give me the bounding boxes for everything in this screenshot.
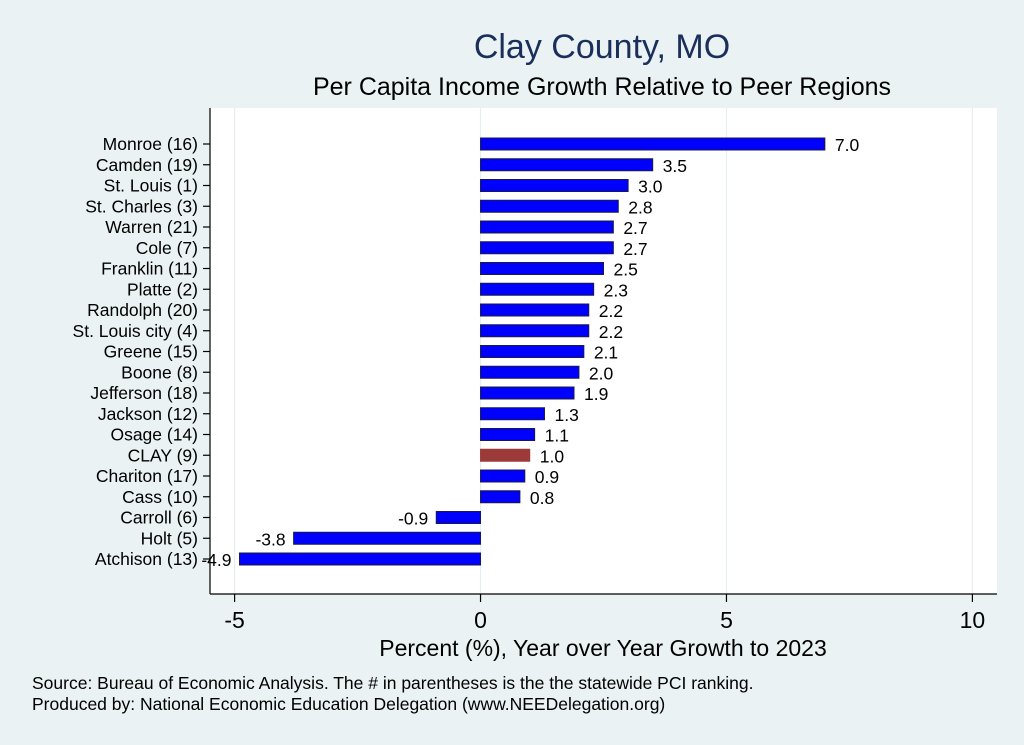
- x-axis-title: Percent (%), Year over Year Growth to 20…: [379, 635, 827, 661]
- category-label: St. Louis city (4): [73, 321, 198, 341]
- category-label: Osage (14): [110, 425, 198, 445]
- category-label: Chariton (17): [96, 466, 198, 486]
- category-label: Boone (8): [121, 362, 198, 382]
- category-label: Monroe (16): [103, 134, 198, 154]
- chart-title: Clay County, MO: [473, 28, 731, 66]
- value-label: 2.7: [623, 239, 647, 259]
- category-label: Greene (15): [104, 342, 198, 362]
- x-tick-label: 10: [960, 607, 986, 633]
- value-label: 2.1: [594, 343, 618, 363]
- category-label: Holt (5): [141, 528, 198, 548]
- value-label: 1.0: [540, 446, 565, 466]
- value-label: -0.9: [398, 509, 428, 529]
- bar: [480, 469, 526, 483]
- bar: [480, 324, 590, 338]
- value-label: 0.9: [535, 467, 559, 487]
- bar: [480, 345, 585, 358]
- bar: [480, 262, 604, 275]
- category-label: Franklin (11): [101, 259, 198, 279]
- value-label: 1.1: [545, 426, 569, 446]
- bar: [480, 365, 580, 379]
- chart-notes: Source: Bureau of Economic Analysis. The…: [32, 673, 753, 715]
- category-label: St. Charles (3): [85, 196, 198, 216]
- bar: [480, 490, 521, 504]
- bar-highlight: [480, 448, 531, 462]
- category-label: Cass (10): [122, 487, 198, 507]
- category-label: St. Louis (1): [104, 176, 198, 196]
- x-tick-label: 0: [474, 607, 487, 633]
- value-label: 2.0: [589, 363, 614, 383]
- category-label: Randolph (20): [87, 300, 198, 320]
- producer-note: Produced by: National Economic Education…: [32, 694, 666, 714]
- category-label: Carroll (6): [120, 508, 198, 528]
- value-label: 7.0: [835, 135, 860, 155]
- value-label: -3.8: [255, 529, 285, 549]
- bar: [480, 303, 590, 317]
- value-label: 0.8: [530, 488, 554, 508]
- bar: [480, 179, 629, 192]
- category-label: Jefferson (18): [90, 383, 198, 403]
- bar: [239, 552, 482, 566]
- chart-subtitle: Per Capita Income Growth Relative to Pee…: [312, 73, 892, 101]
- bar: [480, 282, 595, 296]
- value-label: 2.2: [599, 322, 623, 342]
- category-label: Atchison (13): [95, 549, 198, 569]
- bar: [435, 511, 482, 524]
- bar: [480, 407, 545, 421]
- bar: [293, 531, 482, 545]
- value-label: 2.3: [604, 280, 628, 300]
- value-label: 3.0: [638, 177, 663, 197]
- value-label: 2.7: [623, 218, 647, 238]
- bar: [480, 199, 619, 213]
- bar: [480, 241, 614, 255]
- category-label: CLAY (9): [128, 445, 198, 465]
- bar: [480, 386, 575, 400]
- bar: [480, 428, 536, 441]
- source-note: Source: Bureau of Economic Analysis. The…: [32, 673, 754, 693]
- category-label: Camden (19): [96, 155, 198, 175]
- value-label: 3.5: [663, 156, 687, 176]
- value-label: 1.9: [584, 384, 608, 404]
- category-label: Warren (21): [105, 217, 198, 237]
- bar: [480, 158, 654, 172]
- category-label: Cole (7): [136, 238, 198, 258]
- bar: [480, 137, 826, 151]
- category-label: Jackson (12): [98, 404, 198, 424]
- value-label: 1.3: [554, 405, 578, 425]
- x-tick-label: -5: [224, 607, 244, 633]
- value-label: -4.9: [201, 550, 231, 570]
- bar: [480, 220, 614, 234]
- value-label: 2.8: [628, 197, 652, 217]
- x-tick-label: 5: [720, 607, 733, 633]
- category-label: Platte (2): [127, 279, 198, 299]
- value-label: 2.2: [599, 301, 623, 321]
- value-label: 2.5: [614, 260, 638, 280]
